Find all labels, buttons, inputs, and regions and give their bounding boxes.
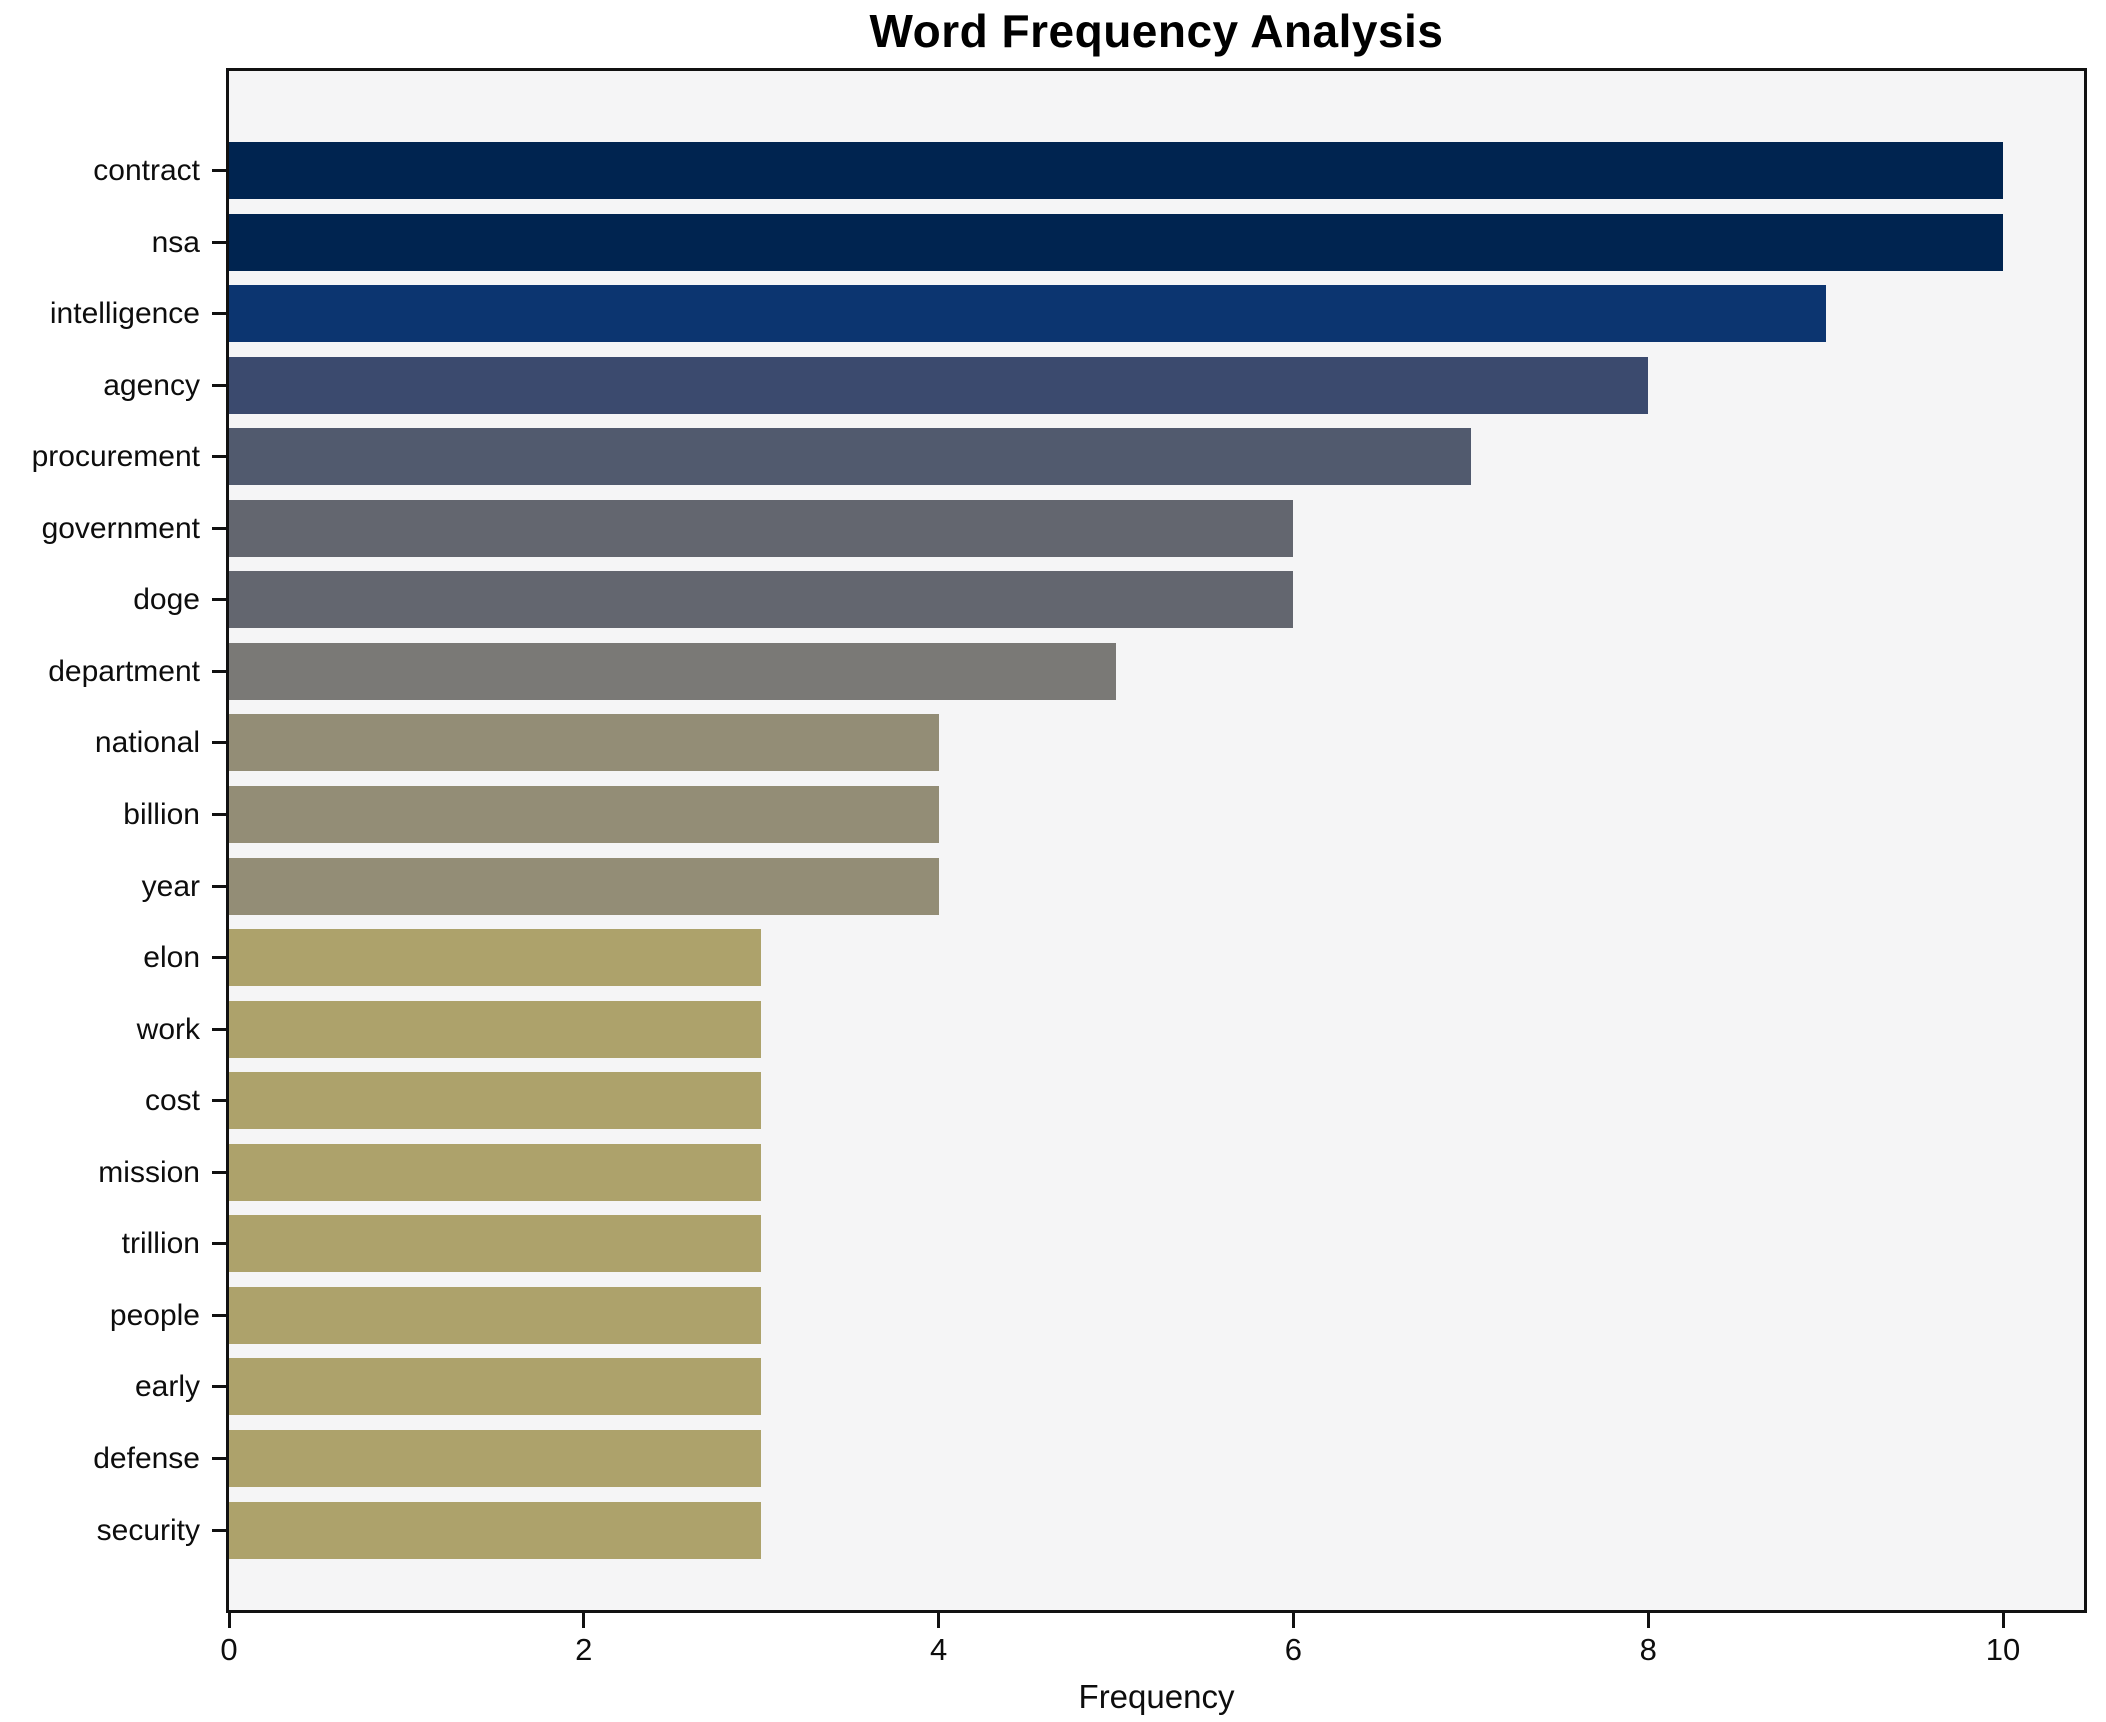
y-tick-label-national: national xyxy=(94,726,200,760)
y-tick-mark-early xyxy=(212,1385,226,1389)
y-tick-label-contract: contract xyxy=(93,154,200,187)
y-tick-mark-work xyxy=(212,1027,226,1031)
y-tick-mark-billion xyxy=(212,812,226,816)
y-tick-mark-procurement xyxy=(212,455,226,459)
y-tick-label-security: security xyxy=(96,1513,200,1547)
y-tick-mark-department xyxy=(212,669,226,673)
plot-area xyxy=(226,68,2087,1613)
bar-year xyxy=(229,857,939,915)
y-tick-mark-doge xyxy=(212,598,226,602)
bar-mission xyxy=(229,1143,762,1201)
bar-trillion xyxy=(229,1215,762,1273)
x-tick-mark-2 xyxy=(582,1613,586,1628)
bar-doge xyxy=(229,571,1294,629)
y-tick-label-work: work xyxy=(136,1012,200,1046)
y-tick-mark-defense xyxy=(212,1456,226,1460)
bar-national xyxy=(229,714,939,772)
bar-people xyxy=(229,1286,762,1344)
bar-department xyxy=(229,642,1116,700)
y-tick-mark-government xyxy=(212,526,226,530)
x-tick-mark-6 xyxy=(1291,1613,1295,1628)
y-tick-label-billion: billion xyxy=(123,797,200,831)
bar-defense xyxy=(229,1429,762,1487)
y-tick-mark-people xyxy=(212,1313,226,1317)
y-tick-label-year: year xyxy=(141,869,200,903)
y-tick-mark-year xyxy=(212,884,226,888)
x-tick-label-0: 0 xyxy=(220,1632,238,1667)
y-tick-label-defense: defense xyxy=(93,1441,200,1475)
bar-work xyxy=(229,1000,762,1058)
x-tick-mark-4 xyxy=(937,1613,941,1628)
bar-government xyxy=(229,499,1294,557)
x-tick-mark-8 xyxy=(1646,1613,1650,1628)
y-tick-label-elon: elon xyxy=(143,941,200,974)
y-tick-mark-nsa xyxy=(212,240,226,244)
y-tick-mark-trillion xyxy=(212,1242,226,1246)
y-tick-mark-agency xyxy=(212,383,226,387)
y-tick-mark-national xyxy=(212,741,226,745)
y-tick-label-procurement: procurement xyxy=(31,440,200,474)
y-tick-mark-cost xyxy=(212,1099,226,1103)
bar-intelligence xyxy=(229,285,1826,343)
x-tick-mark-10 xyxy=(2001,1613,2005,1628)
bar-contract xyxy=(229,142,2003,199)
x-tick-label-8: 8 xyxy=(1639,1632,1657,1667)
bar-billion xyxy=(229,785,939,843)
x-axis-label: Frequency xyxy=(1078,1678,1235,1715)
bar-security xyxy=(229,1501,762,1559)
y-tick-label-cost: cost xyxy=(144,1084,200,1118)
y-tick-label-doge: doge xyxy=(133,583,200,617)
y-tick-mark-contract xyxy=(212,169,226,172)
y-tick-label-agency: agency xyxy=(103,368,200,402)
bar-early xyxy=(229,1358,762,1416)
bar-procurement xyxy=(229,428,1471,486)
x-tick-label-6: 6 xyxy=(1284,1632,1303,1667)
chart-title: Word Frequency Analysis xyxy=(869,5,1444,57)
x-tick-label-2: 2 xyxy=(575,1632,593,1667)
y-tick-label-government: government xyxy=(41,511,200,545)
y-tick-mark-elon xyxy=(212,956,226,959)
x-tick-label-4: 4 xyxy=(929,1632,948,1667)
y-tick-mark-security xyxy=(212,1528,226,1532)
y-tick-label-intelligence: intelligence xyxy=(49,297,200,331)
bar-elon xyxy=(229,929,762,986)
y-tick-label-early: early xyxy=(134,1370,200,1404)
y-tick-label-department: department xyxy=(48,654,200,688)
y-tick-mark-mission xyxy=(212,1170,226,1174)
bar-agency xyxy=(229,356,1649,414)
y-tick-label-mission: mission xyxy=(98,1155,200,1189)
x-tick-label-10: 10 xyxy=(1985,1632,2021,1667)
y-tick-mark-intelligence xyxy=(212,312,226,316)
y-tick-label-nsa: nsa xyxy=(151,225,200,259)
x-tick-mark-0 xyxy=(227,1613,231,1628)
y-tick-label-trillion: trillion xyxy=(121,1227,200,1261)
bar-cost xyxy=(229,1072,762,1130)
y-tick-label-people: people xyxy=(109,1298,200,1332)
bar-nsa xyxy=(229,213,2003,271)
